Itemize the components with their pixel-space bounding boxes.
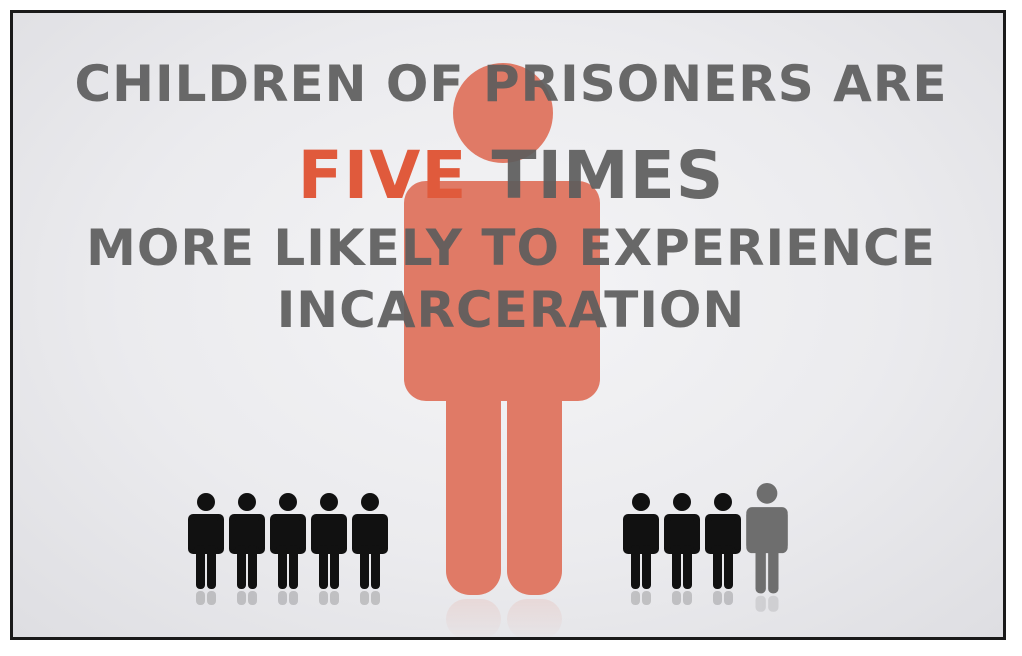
headline-line-1: CHILDREN OF PRISONERS ARE <box>74 55 948 113</box>
headline-line-3: MORE LIKELY TO EXPERIENCE <box>86 219 936 277</box>
large-person-icon <box>404 63 600 595</box>
headline: CHILDREN OF PRISONERS ARE FIVE TIMES MOR… <box>13 13 1003 637</box>
headline-line-4: INCARCERATION <box>276 281 746 339</box>
left-group <box>188 493 388 605</box>
small-person-icon <box>352 493 388 605</box>
gray-person-icon <box>746 483 788 612</box>
small-person-icon <box>664 493 700 605</box>
small-person-icon <box>705 493 741 605</box>
small-person-icon <box>188 493 224 605</box>
slide: CHILDREN OF PRISONERS ARE FIVE TIMES MOR… <box>10 10 1006 640</box>
headline-line-2-rest: TIMES <box>491 137 725 214</box>
small-person-icon <box>229 493 265 605</box>
headline-line-2: FIVE TIMES <box>13 137 1003 214</box>
small-person-icon <box>311 493 347 605</box>
large-person-reflection <box>446 599 562 637</box>
figures-layer <box>188 63 788 637</box>
right-group <box>623 483 788 612</box>
headline-accent-word: FIVE <box>297 137 468 214</box>
small-person-icon <box>623 493 659 605</box>
small-person-icon <box>270 493 306 605</box>
